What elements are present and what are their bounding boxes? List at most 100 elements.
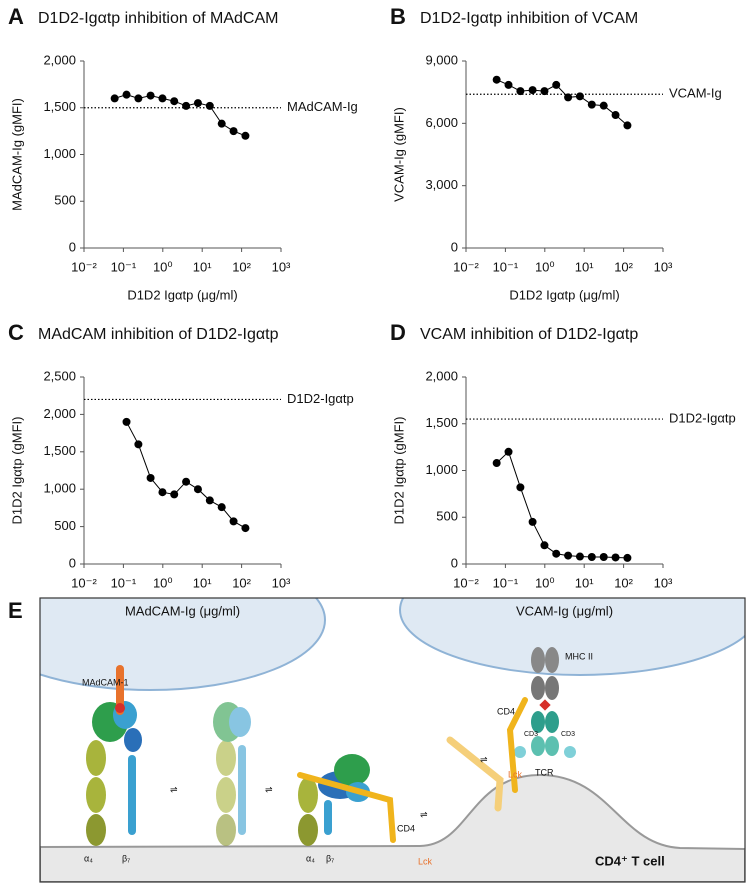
label: MAdCAM-1 [82, 677, 129, 687]
x-axis-label: VCAM-Ig (μg/ml) [516, 603, 613, 618]
data-point [492, 75, 501, 84]
y-tick-label: 2,500 [43, 368, 76, 383]
data-point [552, 549, 561, 558]
data-point [146, 91, 155, 100]
data-point [564, 93, 573, 102]
reference-label: VCAM-Ig [669, 86, 722, 101]
data-point [623, 553, 632, 562]
x-tick-label: 10⁰ [153, 259, 173, 274]
label: β₇ [122, 853, 130, 863]
y-tick-label: 6,000 [425, 115, 458, 130]
data-line [126, 421, 246, 529]
y-axis-label: VCAM-Ig (gMFI) [391, 107, 406, 202]
data-point [182, 101, 191, 110]
equilibrium: ⇌ [265, 784, 273, 794]
x-tick-label: 10³ [272, 259, 291, 274]
x-tick-label: 10² [614, 575, 633, 590]
x-tick-label: 10⁻¹ [111, 575, 137, 590]
data-point [229, 517, 238, 526]
chart-title: D1D2-Igαtp inhibition of MAdCAM [38, 10, 278, 27]
x-tick-label: 10⁰ [535, 575, 555, 590]
data-point [205, 496, 214, 505]
label: β₇ [326, 853, 334, 863]
reference-label: D1D2-Igαtp [287, 391, 354, 406]
label: MHC II [565, 651, 593, 661]
x-tick-label: 10¹ [575, 259, 594, 274]
x-tick-label: 10³ [654, 575, 673, 590]
x-tick-label: 10¹ [575, 575, 594, 590]
y-tick-label: 1,500 [43, 99, 76, 114]
data-point [217, 119, 226, 128]
chart-title: D1D2-Igαtp inhibition of VCAM [420, 10, 638, 27]
data-point [587, 100, 596, 109]
label: α₄ [84, 853, 93, 863]
data-point [134, 440, 143, 449]
label: α₄ [306, 853, 315, 863]
diagram-frame [39, 597, 746, 883]
data-point [575, 92, 584, 101]
data-point [564, 551, 573, 560]
data-point [599, 552, 608, 561]
label: CD4 [497, 706, 515, 716]
panel-letter: B [390, 4, 406, 29]
data-point [110, 94, 119, 103]
label: CD3 [524, 731, 538, 738]
x-tick-label: 10³ [272, 575, 291, 590]
chart-title: MAdCAM inhibition of D1D2-Igαtp [38, 326, 279, 343]
t-cell [40, 773, 745, 882]
data-point [540, 87, 549, 96]
label: TCR [535, 767, 554, 777]
y-axis-label: MAdCAM-Ig (gMFI) [9, 98, 24, 211]
data-point [492, 459, 501, 468]
cell-apc [40, 598, 326, 691]
y-tick-label: 9,000 [425, 52, 458, 67]
data-point [516, 87, 525, 96]
x-tick-label: 10⁻² [71, 575, 97, 590]
y-axis-label: D1D2 Igαtp (gMFI) [391, 417, 406, 525]
y-tick-label: 2,000 [43, 52, 76, 67]
data-point [229, 127, 238, 136]
data-point [241, 131, 250, 140]
y-tick-label: 3,000 [425, 177, 458, 192]
data-point [134, 94, 143, 103]
label: CD4⁺ T cell [595, 853, 665, 868]
y-tick-label: 1,000 [43, 481, 76, 496]
y-tick-label: 1,000 [425, 462, 458, 477]
label: CD4 [397, 823, 415, 833]
panel-letter: D [390, 320, 406, 345]
data-point [170, 490, 179, 499]
data-point [611, 553, 620, 562]
cell-apc [399, 598, 745, 676]
chart-title: VCAM inhibition of D1D2-Igαtp [420, 326, 638, 343]
label: Lck [418, 856, 433, 866]
panel-letter: E [8, 598, 23, 623]
x-tick-label: 10¹ [193, 575, 212, 590]
y-tick-label: 1,500 [43, 443, 76, 458]
x-tick-label: 10¹ [193, 259, 212, 274]
reference-label: MAdCAM-Ig [287, 99, 358, 114]
data-point [504, 80, 513, 89]
data-point [611, 111, 620, 120]
x-axis-label: D1D2 Igαtp (μg/ml) [127, 287, 237, 302]
equilibrium: ⇌ [420, 809, 428, 819]
data-point [575, 552, 584, 561]
data-point [205, 101, 214, 110]
panel-letter: C [8, 320, 24, 345]
data-line [496, 79, 628, 126]
data-line [114, 94, 246, 137]
reference-label: D1D2-Igαtp [669, 411, 736, 426]
data-point [182, 477, 191, 486]
data-point [552, 80, 561, 89]
y-tick-label: 1,500 [425, 415, 458, 430]
x-tick-label: 10⁰ [153, 575, 173, 590]
x-tick-label: 10⁻² [453, 575, 479, 590]
data-point [241, 524, 250, 533]
x-tick-label: 10⁻¹ [111, 259, 137, 274]
x-tick-label: 10² [232, 259, 251, 274]
x-axis-label: D1D2 Igαtp (μg/ml) [509, 287, 619, 302]
data-point [170, 97, 179, 106]
label: Lck [508, 769, 523, 779]
y-tick-label: 0 [451, 555, 458, 570]
x-tick-label: 10⁻² [71, 259, 97, 274]
y-tick-label: 500 [54, 193, 76, 208]
